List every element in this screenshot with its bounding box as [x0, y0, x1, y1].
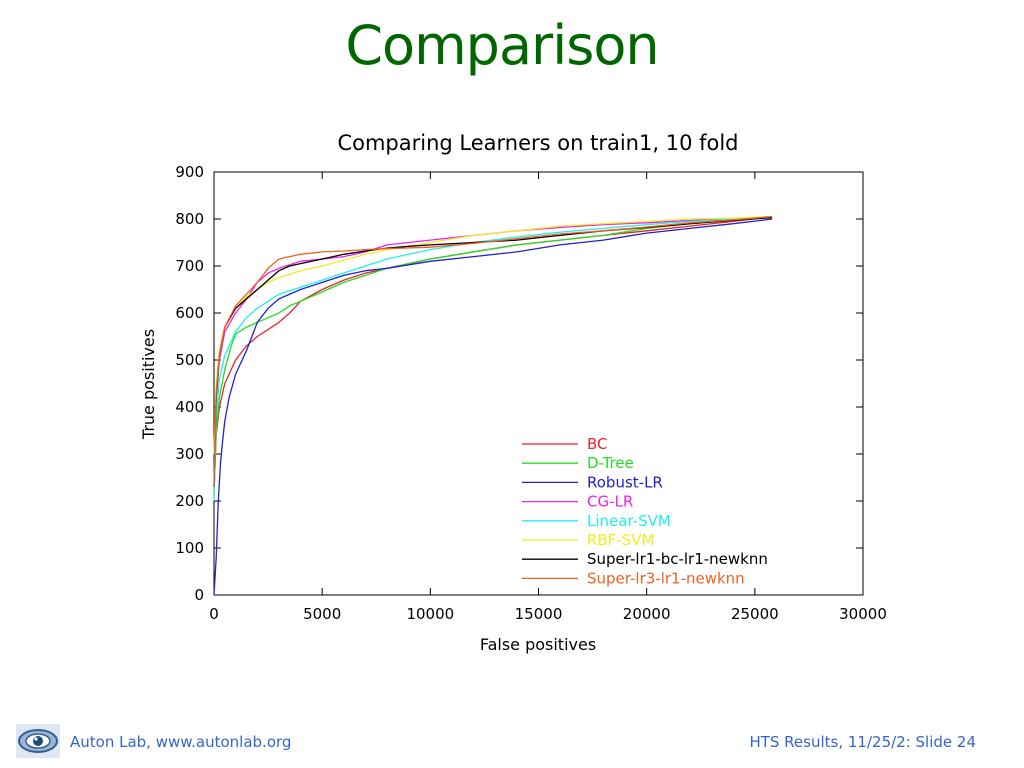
- x-tick-label: 5000: [303, 605, 341, 623]
- series-line-6: [213, 215, 773, 455]
- plot-frame: [213, 171, 864, 596]
- y-tick-label: 300: [175, 445, 204, 463]
- eye-logo-icon: [16, 724, 60, 758]
- footer-left-text: Auton Lab, www.autonlab.org: [70, 733, 292, 751]
- series-line-7: [213, 216, 773, 487]
- y-tick-label: 0: [194, 586, 204, 604]
- series-line-4: [213, 215, 773, 487]
- series-line-3: [213, 218, 773, 596]
- series-line-2: [213, 215, 773, 497]
- x-axis: 0 5000 10000 15000 20000 25000 30000: [209, 172, 887, 623]
- y-tick-label: 900: [175, 163, 204, 181]
- x-axis-label: False positives: [480, 635, 596, 654]
- series-line-8: [213, 215, 773, 487]
- legend-label-2: D-Tree: [587, 454, 634, 472]
- legend-label-6: RBF-SVM: [587, 531, 654, 549]
- legend: BCD-TreeRobust-LRCG-LRLinear-SVMRBF-SVMS…: [522, 435, 768, 587]
- y-axis-label: True positives: [139, 329, 158, 440]
- series-lines: [213, 215, 773, 596]
- x-tick-label: 15000: [515, 605, 563, 623]
- x-tick-label: 20000: [623, 605, 671, 623]
- plot-area: [213, 171, 864, 596]
- series-line-5: [213, 215, 773, 502]
- x-tick-label: 25000: [731, 605, 779, 623]
- x-tick-label: 30000: [839, 605, 887, 623]
- legend-label-7: Super-lr1-bc-lr1-newknn: [587, 550, 768, 568]
- y-tick-label: 800: [175, 210, 204, 228]
- legend-label-4: CG-LR: [587, 493, 633, 511]
- y-tick-label: 500: [175, 351, 204, 369]
- legend-label-5: Linear-SVM: [587, 512, 671, 530]
- chart-title: Comparing Learners on train1, 10 fold: [337, 131, 738, 155]
- x-tick-label: 10000: [406, 605, 454, 623]
- footer-right-text: HTS Results, 11/25/2: Slide 24: [749, 733, 976, 751]
- y-tick-label: 600: [175, 304, 204, 322]
- legend-label-1: BC: [587, 435, 608, 453]
- legend-label-3: Robust-LR: [587, 473, 663, 491]
- legend-label-8: Super-lr3-lr1-newknn: [587, 569, 745, 587]
- x-tick-label: 0: [209, 605, 219, 623]
- series-line-1: [213, 215, 773, 492]
- roc-chart: Comparing Learners on train1, 10 fold 0 1…: [139, 131, 887, 654]
- y-tick-label: 100: [175, 539, 204, 557]
- slide-title: Comparison: [345, 14, 659, 77]
- y-axis: 0 100 200 300 400 500 600 700 800 900: [175, 163, 863, 604]
- y-tick-label: 700: [175, 257, 204, 275]
- y-tick-label: 400: [175, 398, 204, 416]
- y-tick-label: 200: [175, 492, 204, 510]
